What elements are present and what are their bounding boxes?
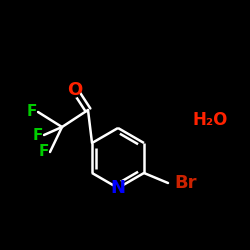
Text: Br: Br: [175, 174, 197, 192]
Ellipse shape: [177, 176, 195, 190]
Text: N: N: [110, 179, 126, 197]
Text: F: F: [39, 144, 49, 160]
Ellipse shape: [197, 114, 223, 126]
Ellipse shape: [70, 83, 80, 97]
Ellipse shape: [28, 106, 36, 118]
Text: O: O: [68, 81, 82, 99]
Ellipse shape: [113, 181, 123, 195]
Text: F: F: [33, 128, 43, 142]
Ellipse shape: [40, 146, 48, 158]
Text: F: F: [27, 104, 37, 120]
Text: H₂O: H₂O: [192, 111, 228, 129]
Ellipse shape: [34, 129, 42, 141]
